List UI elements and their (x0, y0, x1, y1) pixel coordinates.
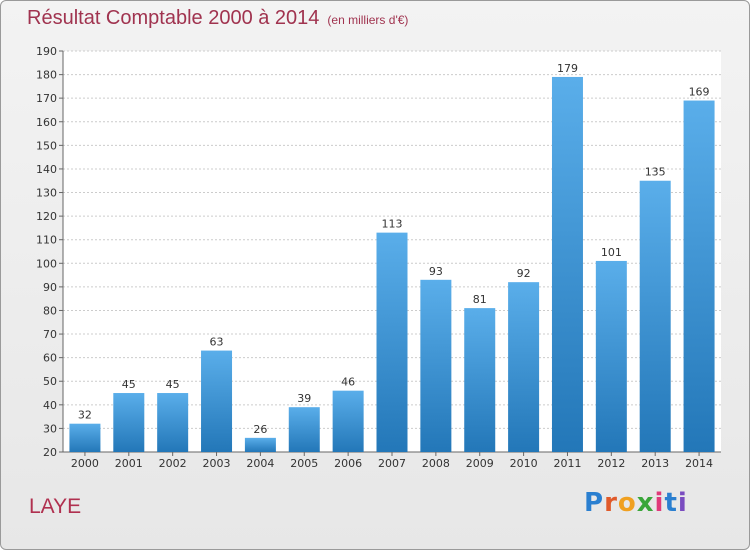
y-tick-label: 160 (36, 116, 57, 129)
value-label-2009: 81 (473, 293, 487, 306)
y-tick-label: 190 (36, 45, 57, 58)
value-label-2004: 26 (253, 423, 267, 436)
value-label-2014: 169 (689, 86, 710, 99)
y-tick-label: 20 (43, 446, 57, 459)
x-tick-label-2000: 2000 (71, 457, 99, 470)
proxiti-logo: Proxiti (584, 488, 688, 518)
value-label-2008: 93 (429, 265, 443, 278)
chart-title: Résultat Comptable 2000 à 2014 (en millie… (27, 7, 408, 30)
x-tick-label-2011: 2011 (553, 457, 581, 470)
y-tick-label: 40 (43, 399, 57, 412)
y-tick-label: 180 (36, 69, 57, 82)
bar-2002 (157, 393, 189, 452)
value-label-2007: 113 (382, 218, 403, 231)
y-tick-label: 170 (36, 92, 57, 105)
x-tick-label-2002: 2002 (159, 457, 187, 470)
x-tick-label-2010: 2010 (510, 457, 538, 470)
x-tick-label-2004: 2004 (246, 457, 274, 470)
x-tick-label-2009: 2009 (466, 457, 494, 470)
bar-2006 (332, 390, 364, 452)
bar-2009 (464, 308, 496, 452)
bar-2001 (113, 393, 145, 452)
value-label-2000: 32 (78, 409, 92, 422)
y-tick-label: 150 (36, 139, 57, 152)
x-tick-label-2007: 2007 (378, 457, 406, 470)
bar-2011 (551, 76, 583, 453)
x-tick-label-2008: 2008 (422, 457, 450, 470)
y-tick-label: 80 (43, 304, 57, 317)
value-label-2006: 46 (341, 376, 355, 389)
bar-2003 (201, 350, 233, 452)
bar-2012 (595, 260, 627, 452)
x-tick-label-2014: 2014 (685, 457, 713, 470)
y-tick-label: 70 (43, 328, 57, 341)
y-tick-label: 110 (36, 234, 57, 247)
bar-2008 (420, 279, 452, 452)
y-tick-label: 60 (43, 352, 57, 365)
x-tick-label-2013: 2013 (641, 457, 669, 470)
x-tick-label-2006: 2006 (334, 457, 362, 470)
y-tick-label: 30 (43, 422, 57, 435)
bar-2005 (288, 407, 320, 452)
chart-subtitle: (en milliers d'€) (327, 13, 409, 27)
value-label-2010: 92 (517, 267, 531, 280)
y-tick-label: 100 (36, 257, 57, 270)
value-label-2003: 63 (210, 336, 224, 349)
x-tick-label-2012: 2012 (597, 457, 625, 470)
bar-2004 (244, 437, 276, 452)
x-tick-label-2005: 2005 (290, 457, 318, 470)
value-label-2005: 39 (297, 392, 311, 405)
bar-2010 (508, 282, 540, 452)
y-tick-label: 90 (43, 281, 57, 294)
bar-2007 (376, 232, 408, 452)
place-name: LAYE (29, 495, 82, 518)
value-label-2013: 135 (645, 166, 666, 179)
bar-2014 (683, 100, 715, 453)
x-tick-label-2001: 2001 (115, 457, 143, 470)
value-label-2001: 45 (122, 378, 136, 391)
chart-title-text: Résultat Comptable 2000 à 2014 (27, 7, 320, 29)
value-label-2012: 101 (601, 246, 622, 259)
bar-2000 (69, 423, 101, 452)
value-label-2011: 179 (557, 62, 578, 75)
y-tick-label: 50 (43, 375, 57, 388)
x-tick-label-2003: 2003 (203, 457, 231, 470)
value-label-2002: 45 (166, 378, 180, 391)
bar-2013 (639, 180, 671, 452)
y-tick-label: 120 (36, 210, 57, 223)
y-tick-label: 130 (36, 187, 57, 200)
y-tick-label: 140 (36, 163, 57, 176)
